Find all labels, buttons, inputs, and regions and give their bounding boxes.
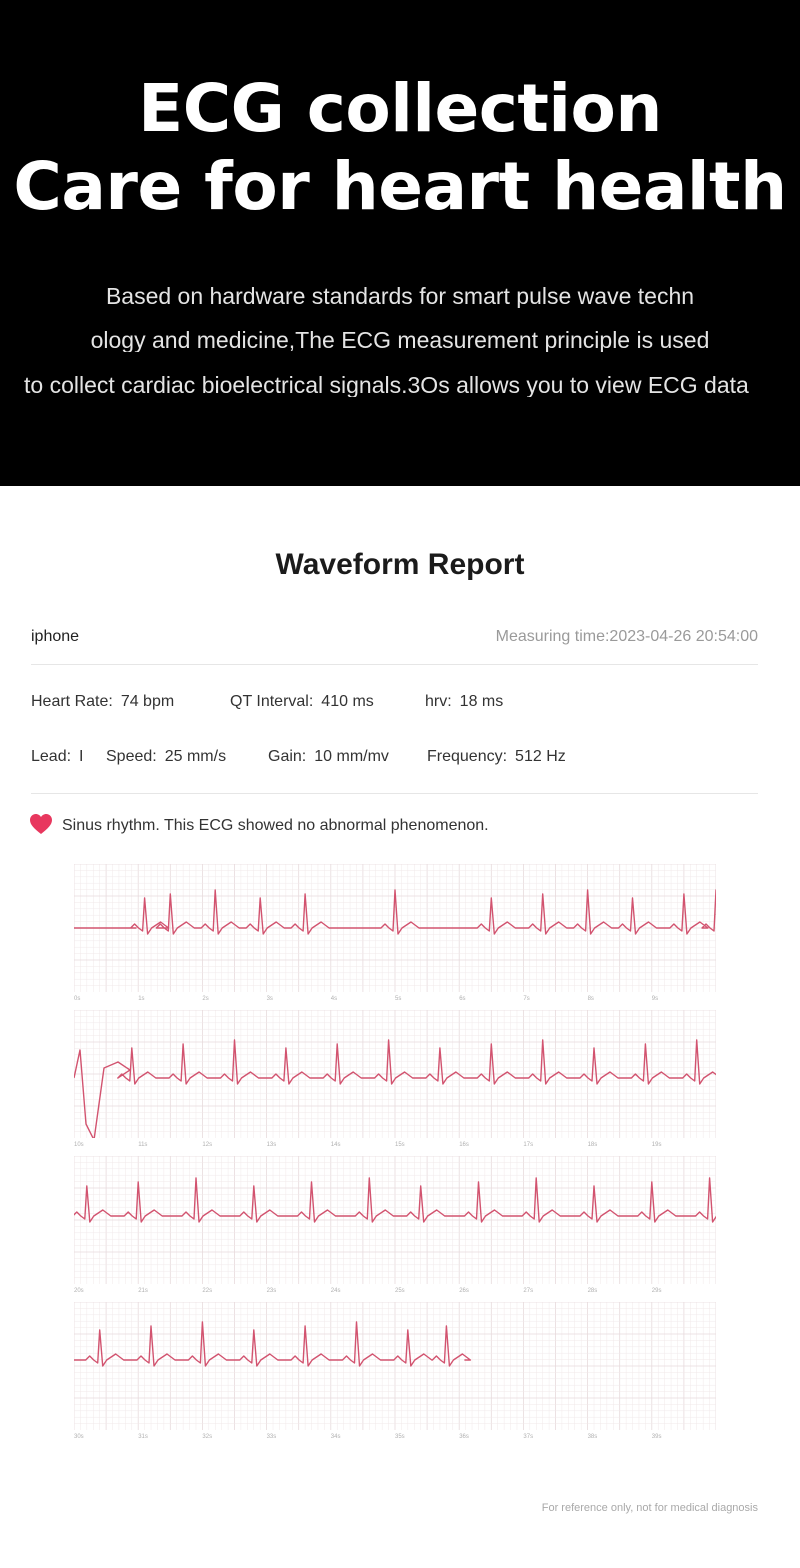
time-tick: 25s xyxy=(395,1288,405,1294)
time-tick: 15s xyxy=(395,1142,405,1148)
heart-rate-value: 74 bpm xyxy=(120,693,175,710)
time-tick: 6s xyxy=(459,996,466,1002)
time-tick: 10s xyxy=(74,1142,84,1148)
lead-value: I xyxy=(79,748,84,765)
disclaimer: For reference only, not for medical diag… xyxy=(541,1502,758,1514)
time-tick: 13s xyxy=(266,1142,277,1148)
gain-value: 10 mm/mv xyxy=(314,748,389,765)
hero-description-line2: ology and medicine,The ECG measurement p… xyxy=(90,329,710,352)
time-tick: 32s xyxy=(202,1434,213,1440)
ecg-trace xyxy=(74,1039,716,1138)
time-tick: 29s xyxy=(651,1288,662,1294)
time-axis: 20s 21s 22s 23s 24s 25s 26s 27s 28s 29s xyxy=(74,1288,716,1298)
time-tick: 39s xyxy=(651,1434,662,1440)
ecg-grid xyxy=(74,1156,716,1284)
time-tick: 3s xyxy=(266,996,273,1002)
time-tick: 36s xyxy=(459,1434,469,1440)
gain-label: Gain: xyxy=(268,748,307,765)
time-tick: 23s xyxy=(266,1288,277,1294)
time-tick: 24s xyxy=(330,1288,341,1294)
time-tick: 8s xyxy=(587,996,594,1002)
frequency-label: Frequency: xyxy=(427,748,508,765)
heart-rate-label: Heart Rate: xyxy=(31,693,113,710)
time-tick: 34s xyxy=(330,1434,341,1440)
time-axis: 10s 11s 12s 13s 14s 15s 16s 17s 18s 19s xyxy=(74,1142,716,1152)
time-tick: 9s xyxy=(651,996,659,1002)
heart-icon xyxy=(30,814,52,834)
speed-label: Speed: xyxy=(106,748,157,765)
speed-stat: Speed: 25 mm/s xyxy=(106,748,226,766)
time-tick: 33s xyxy=(266,1434,277,1440)
time-tick: 17s xyxy=(523,1142,534,1148)
qt-interval-label: QT Interval: xyxy=(230,693,314,710)
time-tick: 12s xyxy=(202,1142,213,1148)
time-tick: 38s xyxy=(587,1434,598,1440)
lead-stat: Lead: I xyxy=(31,748,84,766)
ecg-trace xyxy=(74,1177,716,1223)
qt-interval-value: 410 ms xyxy=(321,693,374,710)
lead-label: Lead: xyxy=(31,748,72,765)
speed-value: 25 mm/s xyxy=(164,748,227,765)
ecg-grid xyxy=(74,1302,716,1430)
rhythm-verdict: Sinus rhythm. This ECG showed no abnorma… xyxy=(62,817,489,834)
time-tick: 19s xyxy=(651,1142,662,1148)
time-tick: 28s xyxy=(587,1288,598,1294)
time-tick: 16s xyxy=(459,1142,469,1148)
hero-banner: ECG collection Care for heart health Bas… xyxy=(0,0,800,486)
ecg-trace xyxy=(74,889,716,935)
time-tick: 18s xyxy=(587,1142,598,1148)
time-tick: 26s xyxy=(459,1288,469,1294)
qt-interval-stat: QT Interval: 410 ms xyxy=(230,693,374,711)
ecg-strip-3 xyxy=(74,1156,716,1284)
time-tick: 31s xyxy=(138,1434,148,1440)
heart-rate-stat: Heart Rate: 74 bpm xyxy=(31,693,174,711)
hero-title-line2: Care for heart health xyxy=(13,148,787,225)
report-title: Waveform Report xyxy=(275,548,525,581)
hrv-value: 18 ms xyxy=(459,693,504,710)
divider xyxy=(31,664,758,665)
hrv-stat: hrv: 18 ms xyxy=(425,693,503,711)
time-tick: 37s xyxy=(523,1434,534,1440)
time-tick: 35s xyxy=(395,1434,405,1440)
gain-stat: Gain: 10 mm/mv xyxy=(268,748,389,766)
time-tick: 21s xyxy=(138,1288,148,1294)
ecg-strip-1 xyxy=(74,864,716,992)
time-tick: 30s xyxy=(74,1434,84,1440)
divider xyxy=(31,793,758,794)
time-tick: 0s xyxy=(74,996,81,1002)
hero-title-line1: ECG collection xyxy=(138,70,662,147)
time-axis: 0s 1s 2s 3s 4s 5s 6s 7s 8s 9s xyxy=(74,996,716,1006)
time-tick: 7s xyxy=(523,996,530,1002)
ecg-trace xyxy=(74,1321,472,1367)
time-tick: 4s xyxy=(330,996,338,1002)
time-tick: 20s xyxy=(74,1288,84,1294)
time-tick: 1s xyxy=(138,996,145,1002)
ecg-grid xyxy=(74,864,716,992)
ecg-grid xyxy=(74,1010,716,1138)
hero-description-line3: to collect cardiac bioelectrical signals… xyxy=(24,374,749,397)
ecg-strip-4 xyxy=(74,1302,716,1430)
time-tick: 27s xyxy=(523,1288,534,1294)
measuring-time: Measuring time:2023-04-26 20:54:00 xyxy=(495,628,758,645)
time-tick: 22s xyxy=(202,1288,213,1294)
time-tick: 5s xyxy=(395,996,402,1002)
time-axis: 30s 31s 32s 33s 34s 35s 36s 37s 38s 39s xyxy=(74,1434,716,1444)
hero-description-line1: Based on hardware standards for smart pu… xyxy=(105,285,695,308)
device-name: iphone xyxy=(31,628,80,645)
time-tick: 14s xyxy=(330,1142,341,1148)
frequency-stat: Frequency: 512 Hz xyxy=(427,748,566,766)
ecg-strip-2 xyxy=(74,1010,716,1138)
frequency-value: 512 Hz xyxy=(515,748,566,765)
time-tick: 2s xyxy=(202,996,209,1002)
hrv-label: hrv: xyxy=(425,693,452,710)
time-tick: 11s xyxy=(138,1142,148,1148)
